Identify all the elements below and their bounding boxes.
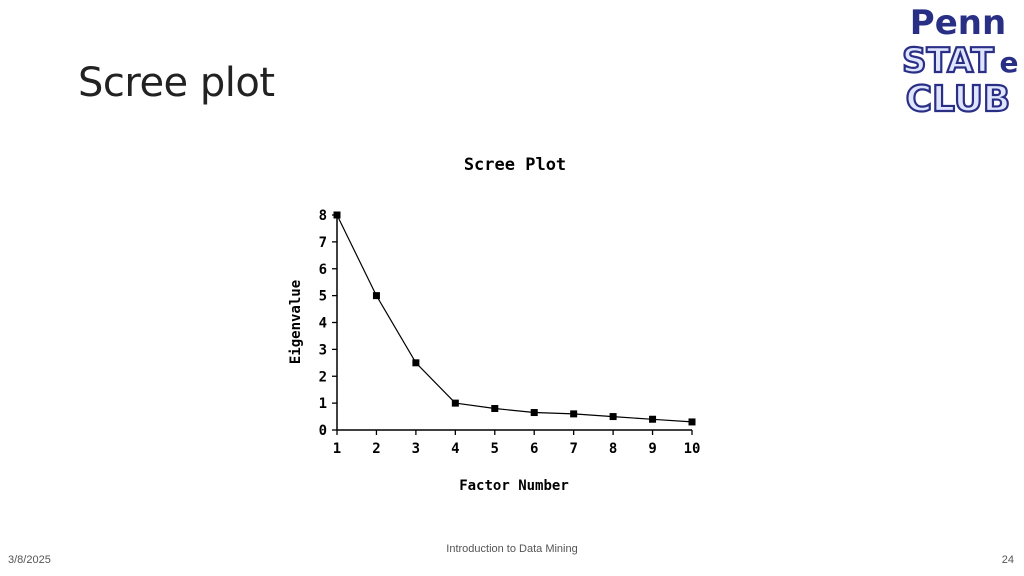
x-axis-label: Factor Number <box>459 478 569 494</box>
logo-line-3: CLUB <box>906 79 1011 120</box>
y-tick-label: 3 <box>319 342 327 358</box>
footer-title: Introduction to Data Mining <box>446 543 578 555</box>
x-tick-label: 1 <box>333 441 341 457</box>
x-tick-label: 3 <box>412 441 420 457</box>
y-tick-label: 0 <box>319 423 327 439</box>
data-point <box>333 211 341 219</box>
x-tick-label: 10 <box>684 441 701 457</box>
data-point <box>491 405 499 412</box>
data-point <box>688 418 696 426</box>
slide-title: Scree plot <box>78 60 275 106</box>
y-tick-label: 4 <box>319 316 327 332</box>
series-line <box>336 214 693 423</box>
data-point <box>412 359 420 367</box>
data-point <box>530 409 538 417</box>
y-tick-label: 8 <box>319 208 327 224</box>
page-number: 24 <box>1001 554 1014 566</box>
data-point <box>649 415 657 423</box>
penn-state-club-logo: Penn STAT e CLUB <box>896 2 1020 121</box>
x-tick-label: 5 <box>491 441 499 457</box>
logo-line-1: Penn <box>910 3 1006 43</box>
footer-date: 3/8/2025 <box>8 554 51 566</box>
x-tick-label: 4 <box>451 441 459 457</box>
y-tick-label: 2 <box>319 369 327 385</box>
chart-title: Scree Plot <box>464 155 566 175</box>
x-tick-label: 6 <box>530 441 538 457</box>
y-tick-label: 5 <box>319 289 327 305</box>
x-tick-label: 7 <box>569 441 577 457</box>
y-tick-label: 6 <box>319 262 327 278</box>
data-point <box>372 292 380 300</box>
data-point <box>609 413 617 421</box>
x-tick-label: 9 <box>648 441 656 457</box>
scree-chart-svg: Scree Plot Eigenvalue Factor Number 0123… <box>288 155 701 494</box>
logo-line-2-suffix: e <box>1000 46 1019 79</box>
y-tick-label: 1 <box>319 396 327 412</box>
data-point <box>451 399 459 407</box>
x-tick-label: 2 <box>372 441 380 457</box>
y-tick-label: 7 <box>319 235 327 251</box>
x-tick-label: 8 <box>609 441 617 457</box>
data-point <box>570 410 578 418</box>
logo-line-2: STAT <box>902 41 995 81</box>
y-axis-label: Eigenvalue <box>288 280 304 364</box>
